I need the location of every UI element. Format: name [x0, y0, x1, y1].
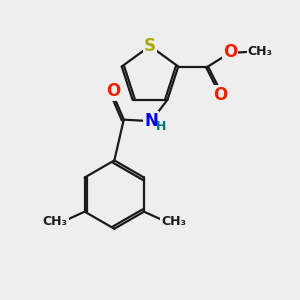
Text: H: H [155, 120, 166, 133]
Text: O: O [106, 82, 121, 100]
Text: N: N [144, 112, 158, 130]
Text: S: S [144, 37, 156, 55]
Text: CH₃: CH₃ [248, 45, 273, 58]
Text: O: O [213, 86, 227, 104]
Text: CH₃: CH₃ [161, 215, 186, 228]
Text: O: O [223, 43, 237, 61]
Text: CH₃: CH₃ [43, 215, 68, 228]
